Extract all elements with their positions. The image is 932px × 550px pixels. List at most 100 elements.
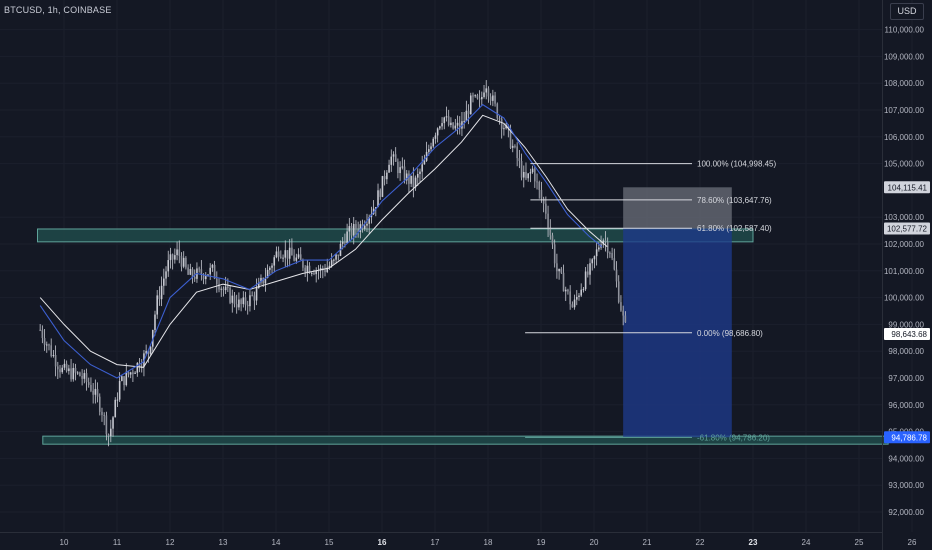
price-labels: 104,115.41 102,577.72 98,643.68 94,786.78 [884, 181, 930, 444]
candle-body [132, 372, 134, 374]
time-tick-label: 10 [60, 538, 69, 547]
price-tick-label: 93,000.00 [888, 481, 924, 490]
candle-body [306, 265, 309, 272]
price-tick-label: 106,000.00 [884, 133, 925, 142]
candle-body [436, 128, 439, 136]
candle-body [551, 235, 554, 245]
candle-body [445, 116, 448, 118]
candle-body [617, 281, 620, 303]
price-tick-label: 100,000.00 [884, 294, 925, 303]
candle-body [121, 376, 123, 381]
candle-body [204, 276, 207, 280]
time-tick-label: 17 [431, 538, 440, 547]
candle-body [138, 362, 141, 368]
candle-body [251, 295, 253, 297]
time-tick-label: 16 [378, 538, 387, 547]
candle-body [319, 268, 322, 271]
candle-body [522, 171, 525, 178]
fibonacci-tool[interactable]: 100.00% (104,998.45) 78.60% (103,647.76) 6… [525, 160, 777, 443]
candle-body [266, 269, 269, 278]
candle-body [344, 241, 346, 244]
time-axis[interactable]: 10 11 12 13 14 15 16 17 18 19 20 21 22 23 24 25 26 [0, 532, 917, 548]
candle-body [145, 351, 147, 354]
candle-body [368, 217, 370, 224]
candle-body [299, 254, 302, 260]
candle-body [414, 177, 417, 188]
candle-body [246, 304, 249, 307]
candle-body [249, 295, 251, 307]
candle-body [63, 363, 66, 368]
time-tick-label: 23 [749, 538, 758, 547]
candle-body [302, 259, 304, 268]
candle-body [103, 414, 105, 416]
candle-body [335, 254, 337, 260]
candle-body [534, 168, 536, 182]
candle-body [503, 128, 505, 130]
candle-body [240, 299, 242, 305]
candle-body [229, 287, 231, 303]
candle-body [341, 241, 344, 244]
candle-body [615, 269, 618, 282]
candle-body [397, 161, 399, 174]
candle-body [295, 257, 298, 261]
candle-body [355, 224, 357, 230]
candle-body [463, 120, 465, 122]
price-tick-label: 102,000.00 [884, 240, 925, 249]
candle-body [390, 156, 393, 165]
candle-body [110, 428, 112, 437]
candle-body [469, 95, 472, 115]
time-tick-label: 22 [696, 538, 705, 547]
candle-body [547, 213, 549, 228]
candle-body [253, 295, 256, 301]
candle-body [540, 189, 543, 199]
chart-title: BTCUSD, 1h, COINBASE [4, 5, 112, 15]
candle-body [317, 270, 320, 272]
candle-body [456, 122, 459, 126]
price-tick-label: 110,000.00 [885, 26, 925, 35]
candle-body [556, 263, 558, 272]
candle-body [333, 259, 335, 261]
candle-body [494, 95, 496, 104]
candle-body [450, 122, 452, 126]
candle-body [567, 289, 569, 292]
candle-body [584, 271, 587, 290]
candle-body [575, 296, 578, 300]
candle-body [582, 289, 585, 291]
candle-body [408, 173, 410, 184]
candle-body [94, 388, 97, 395]
time-tick-label: 18 [484, 538, 493, 547]
candle-body [277, 251, 280, 257]
candle-body [185, 257, 187, 268]
candle-body [474, 95, 476, 97]
candle-body [562, 272, 565, 292]
candle-body [233, 295, 236, 305]
candle-body [421, 164, 423, 172]
candle-body [158, 295, 161, 300]
candle-body [313, 272, 315, 275]
candle-body [467, 110, 470, 115]
candle-body [257, 282, 260, 288]
candle-body [419, 171, 421, 174]
currency-button[interactable]: USD [890, 3, 924, 20]
price-axis[interactable]: 110,000.00 109,000.00 108,000.00 107,000.00… [884, 26, 925, 517]
candle-body [571, 304, 574, 308]
candle-body [308, 265, 311, 273]
candle-body [310, 272, 313, 274]
candle-body [297, 254, 300, 258]
candle-body [359, 224, 362, 232]
candle-body [54, 354, 57, 367]
candle-body [149, 346, 152, 354]
candle-body [481, 97, 483, 100]
candle-body [388, 164, 390, 173]
candle-body [50, 345, 52, 356]
candle-body [147, 351, 150, 354]
candle-body [90, 384, 92, 391]
candle-body [154, 314, 156, 330]
candle-body [454, 125, 457, 129]
candle-body [383, 176, 386, 180]
time-tick-label: 24 [802, 538, 811, 547]
candle-body [516, 146, 518, 159]
candle-body [165, 271, 167, 279]
price-label-box [884, 431, 930, 444]
